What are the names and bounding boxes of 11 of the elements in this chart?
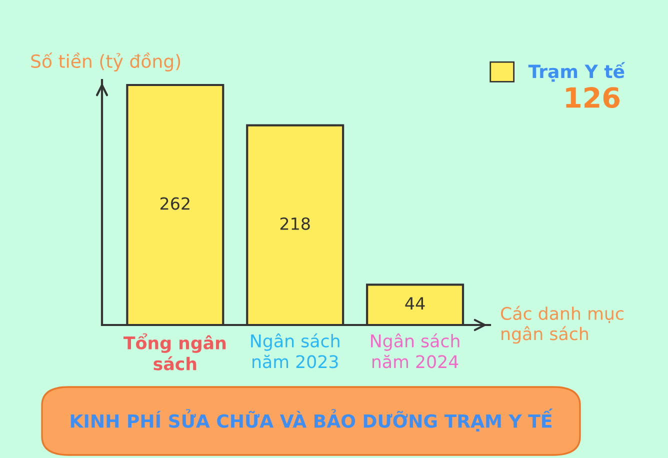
- x-tick-label: Ngân sách năm 2023: [251, 333, 340, 368]
- x-tick-label: Tổng ngân sách: [124, 333, 226, 370]
- legend-label: Trạm Y tế: [528, 62, 626, 82]
- x-axis-title: Các danh mục ngân sách: [500, 306, 624, 344]
- y-axis-title: Số tiền (tỷ đồng): [31, 52, 180, 72]
- data-label: 262: [160, 197, 190, 210]
- data-label: 218: [280, 217, 310, 230]
- text: KINH PHÍ SỬA CHỮA VÀ BẢO DƯỠNG TRẠM Y TẾ: [70, 408, 553, 432]
- data-label: 44: [405, 297, 425, 310]
- text: 126: [566, 87, 620, 108]
- x-tick-label: Ngân sách năm 2024: [371, 333, 460, 368]
